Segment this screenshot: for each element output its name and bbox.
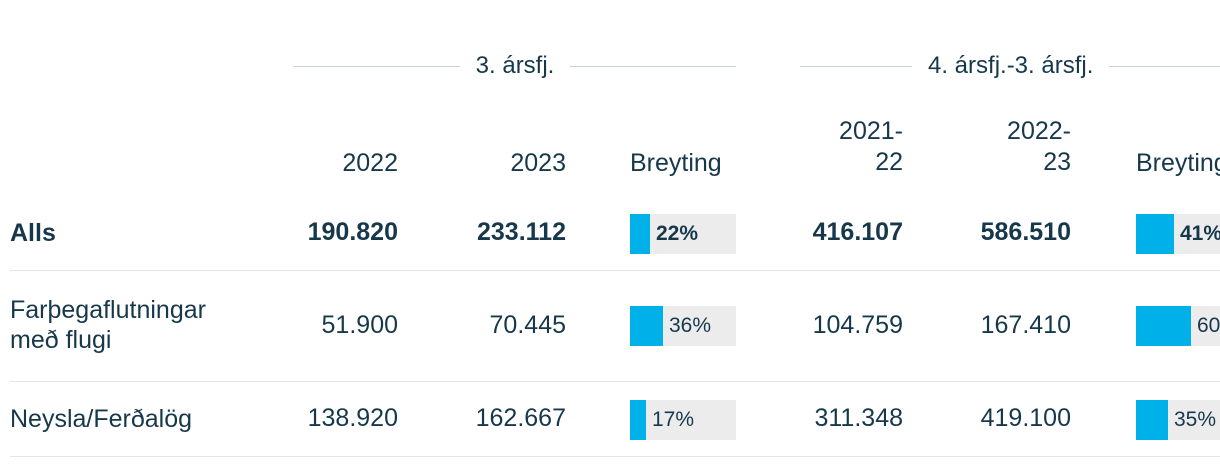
- cell-q3-2022: 190.820: [307, 218, 398, 246]
- cell-q3-2023: 233.112: [477, 218, 566, 246]
- column-header-line2: 22: [875, 148, 903, 176]
- change-bar-label: 17%: [652, 408, 695, 431]
- row-label-line1: Neysla/Ferðalög: [10, 405, 193, 433]
- change-bar-label: 35%: [1174, 408, 1217, 431]
- change-bar-ytd: 60%: [1136, 306, 1220, 346]
- change-bar-label: 36%: [669, 314, 712, 337]
- change-bar-fill: [630, 306, 663, 346]
- cell-ytd-2021-22: 104.759: [812, 311, 903, 339]
- column-header-line1: 2022-: [1007, 117, 1071, 145]
- cell-q3-2023: 162.667: [475, 404, 566, 432]
- cell-q3-2023: 70.445: [489, 311, 566, 339]
- change-bar-fill: [1136, 400, 1168, 440]
- cell-q3-2022: 138.920: [307, 404, 398, 432]
- change-bar-q3: 22%: [630, 214, 736, 254]
- row-label-line2: með flugi: [10, 326, 112, 354]
- group-header-title: 3. ársfj.: [475, 52, 555, 79]
- group-header-ytd: 4. ársfj.-3. ársfj.: [800, 46, 1220, 86]
- column-header-2023: 2023: [510, 149, 566, 177]
- group-header-rule-left: [800, 65, 912, 67]
- table-row-total: Alls 190.820 233.112 22% 416.107 586.510…: [10, 196, 1220, 271]
- row-label: Alls: [10, 218, 56, 248]
- column-header-2022: 2022: [342, 149, 398, 177]
- group-header-q3: 3. ársfj.: [294, 46, 737, 86]
- cell-ytd-2021-22: 416.107: [812, 218, 903, 246]
- table-row-air-transport: Farþegaflutningar með flugi 51.900 70.44…: [10, 271, 1220, 382]
- group-header-rule-right: [1109, 65, 1220, 67]
- change-bar-label: 22%: [656, 222, 699, 245]
- change-bar-fill: [1136, 214, 1174, 254]
- cell-ytd-2022-23: 586.510: [980, 218, 1071, 246]
- row-label: Neysla/Ferðalög: [10, 404, 192, 434]
- row-label-line1: Alls: [10, 219, 56, 247]
- row-label: Farþegaflutningar með flugi: [10, 295, 206, 355]
- change-bar-fill: [1136, 306, 1191, 346]
- column-header-line1: 2021-: [839, 117, 903, 145]
- change-bar-ytd: 41%: [1136, 214, 1220, 254]
- change-bar-fill: [630, 214, 650, 254]
- column-header-2022-23: 2022- 23: [1007, 116, 1071, 178]
- group-header-rule-left: [294, 65, 460, 67]
- table-row-consumption-travel: Neysla/Ferðalög 138.920 162.667 17% 311.…: [10, 382, 1220, 457]
- change-bar-label: 41%: [1180, 222, 1220, 245]
- change-bar-q3: 17%: [630, 400, 736, 440]
- column-header-q3-change: Breyting: [630, 149, 722, 177]
- column-header-2021-22: 2021- 22: [839, 116, 903, 178]
- cell-q3-2022: 51.900: [321, 311, 398, 339]
- row-label-line1: Farþegaflutningar: [10, 296, 206, 324]
- cell-ytd-2022-23: 419.100: [980, 404, 1071, 432]
- cell-ytd-2022-23: 167.410: [980, 311, 1071, 339]
- group-header-title: 4. ársfj.-3. ársfj.: [928, 52, 1094, 79]
- column-header-line2: 23: [1043, 148, 1071, 176]
- change-bar-q3: 36%: [630, 306, 736, 346]
- change-bar-fill: [630, 400, 646, 440]
- change-bar-label: 60%: [1197, 314, 1220, 337]
- column-header-ytd-change: Breyting: [1136, 149, 1220, 177]
- group-header-rule-right: [570, 65, 737, 67]
- cell-ytd-2021-22: 311.348: [814, 404, 903, 432]
- change-bar-ytd: 35%: [1136, 400, 1220, 440]
